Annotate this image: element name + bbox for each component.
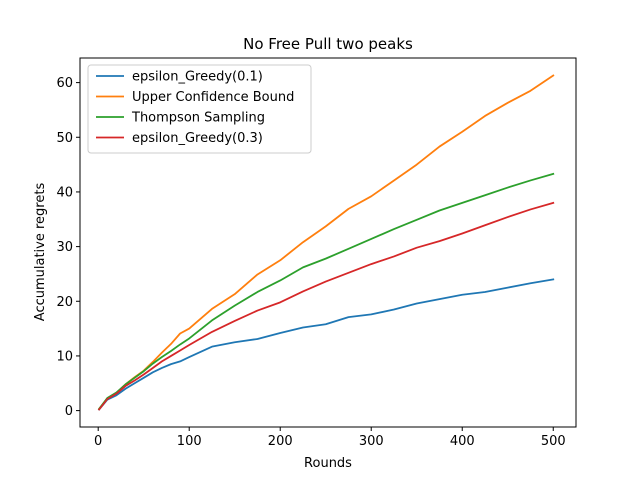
x-axis-label: Rounds bbox=[304, 456, 352, 471]
series-line-1 bbox=[97, 278, 555, 411]
axes-frame bbox=[79, 57, 577, 428]
y-tick-label: 30 bbox=[56, 240, 73, 255]
x-tick-label: 400 bbox=[450, 434, 475, 449]
series-line-4 bbox=[97, 201, 555, 411]
legend-label: Thompson Sampling bbox=[131, 111, 265, 126]
y-axis-label: Accumulative regrets bbox=[33, 183, 48, 322]
x-tick-label: 0 bbox=[94, 434, 102, 449]
y-tick-label: 0 bbox=[65, 404, 73, 419]
x-tick-label: 100 bbox=[177, 434, 202, 449]
plot-area: 0 100 200 300 400 500 0 10 20 30 40 50 60 bbox=[56, 57, 577, 449]
x-tick-label: 200 bbox=[268, 434, 293, 449]
x-tick-label: 500 bbox=[541, 434, 566, 449]
chart-title: No Free Pull two peaks bbox=[243, 35, 413, 53]
legend: epsilon_Greedy(0.1) Upper Confidence Boun… bbox=[87, 64, 312, 154]
legend-label: epsilon_Greedy(0.1) bbox=[132, 70, 263, 85]
y-tick-label: 10 bbox=[56, 349, 73, 364]
legend-box bbox=[87, 64, 312, 154]
legend-label: epsilon_Greedy(0.3) bbox=[132, 131, 263, 146]
x-tick-label: 300 bbox=[359, 434, 384, 449]
y-tick-label: 20 bbox=[56, 295, 73, 310]
y-tick-label: 40 bbox=[56, 185, 73, 200]
y-tick-label: 60 bbox=[56, 76, 73, 91]
series-line-3 bbox=[97, 172, 555, 411]
y-tick-label: 50 bbox=[56, 131, 73, 146]
legend-label: Upper Confidence Bound bbox=[132, 90, 294, 105]
